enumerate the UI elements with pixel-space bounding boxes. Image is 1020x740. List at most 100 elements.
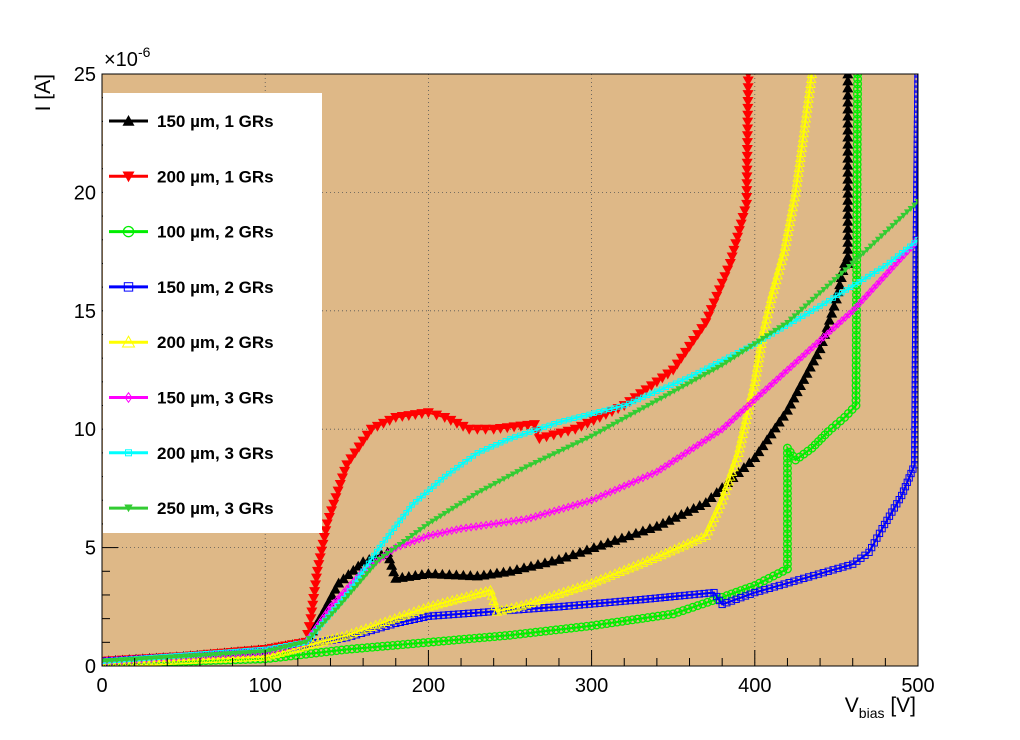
data-point xyxy=(384,550,391,557)
data-point xyxy=(851,365,861,375)
data-point xyxy=(905,474,913,482)
data-point xyxy=(561,418,567,424)
data-point xyxy=(618,564,630,575)
data-point xyxy=(636,407,643,414)
data-point xyxy=(267,647,274,654)
data-point xyxy=(782,509,792,519)
data-point xyxy=(907,206,914,212)
data-point xyxy=(580,600,589,609)
data-point xyxy=(911,366,918,374)
data-point xyxy=(852,159,862,169)
data-point xyxy=(835,273,842,280)
data-point xyxy=(217,651,224,658)
data-point xyxy=(420,532,427,542)
data-point xyxy=(741,592,750,600)
data-point xyxy=(816,290,824,297)
data-point xyxy=(555,505,563,515)
data-point xyxy=(212,651,219,658)
data-point xyxy=(692,376,700,383)
data-point xyxy=(661,593,669,601)
data-point xyxy=(728,245,740,256)
data-point xyxy=(859,295,867,305)
data-point xyxy=(457,569,469,580)
data-point xyxy=(553,588,565,598)
data-point xyxy=(741,172,753,183)
data-point xyxy=(742,76,754,87)
data-point xyxy=(852,195,862,205)
data-point xyxy=(863,291,870,301)
data-point xyxy=(415,614,423,622)
data-point xyxy=(641,595,650,603)
data-point xyxy=(741,138,753,149)
data-point xyxy=(326,506,338,517)
data-point xyxy=(593,493,600,503)
data-point xyxy=(494,424,506,434)
data-point xyxy=(558,586,569,597)
data-point xyxy=(537,510,544,520)
data-point xyxy=(433,516,440,522)
data-point xyxy=(319,621,326,628)
data-point xyxy=(895,495,903,504)
data-point xyxy=(883,516,891,525)
data-point xyxy=(866,287,873,297)
data-point xyxy=(384,614,396,625)
data-point xyxy=(816,335,824,345)
data-point xyxy=(761,313,772,324)
data-point xyxy=(809,571,818,580)
data-point xyxy=(913,190,918,199)
data-point xyxy=(782,468,792,478)
data-point xyxy=(666,459,673,469)
data-point xyxy=(911,391,918,399)
data-point xyxy=(759,335,767,342)
data-point xyxy=(384,415,396,426)
data-point xyxy=(351,585,358,592)
data-point xyxy=(569,501,577,511)
data-point xyxy=(469,609,478,617)
data-point xyxy=(122,115,135,126)
data-point xyxy=(702,597,712,607)
data-point xyxy=(711,487,723,498)
data-point xyxy=(768,571,778,581)
data-point xyxy=(487,483,494,490)
data-point xyxy=(612,617,622,627)
data-point xyxy=(379,540,386,547)
data-point xyxy=(735,219,747,230)
data-point xyxy=(562,426,574,437)
data-point xyxy=(763,303,775,314)
data-point xyxy=(678,606,688,616)
data-point xyxy=(738,462,750,473)
data-point xyxy=(900,212,907,219)
data-point xyxy=(651,551,663,562)
data-point xyxy=(500,631,510,641)
data-point xyxy=(739,418,751,429)
axis-tick-labels: 0 100 200 300 400 500 0 5 10 15 20 25 xyxy=(74,64,935,697)
data-point xyxy=(287,643,294,650)
legend: 150 µm, 1 GRs 200 µm, 1 GRs 100 µm, 2 GRs 1… xyxy=(103,93,322,533)
data-point xyxy=(865,548,873,556)
data-point xyxy=(801,107,812,118)
data-point xyxy=(347,644,357,654)
data-point xyxy=(777,250,789,261)
data-point xyxy=(571,415,577,422)
data-point xyxy=(834,279,846,290)
data-point xyxy=(778,246,790,256)
data-point xyxy=(632,558,644,569)
data-point xyxy=(842,117,854,128)
data-point xyxy=(819,569,827,577)
data-point xyxy=(751,588,759,597)
data-point xyxy=(588,433,595,440)
data-point xyxy=(459,634,469,644)
data-point xyxy=(720,485,731,495)
data-point xyxy=(762,308,773,319)
data-point xyxy=(406,506,412,512)
data-point xyxy=(611,485,618,495)
data-point xyxy=(798,306,806,313)
data-point xyxy=(657,517,669,528)
data-point xyxy=(736,433,748,443)
data-point xyxy=(357,578,364,585)
data-point xyxy=(466,495,473,502)
data-point xyxy=(681,505,693,516)
data-point xyxy=(844,561,852,570)
data-point xyxy=(913,165,918,174)
data-point xyxy=(640,385,652,396)
